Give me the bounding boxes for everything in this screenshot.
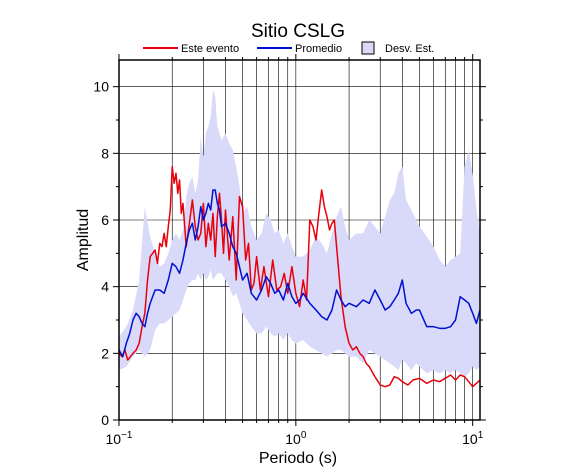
y-tick-label: 6 bbox=[101, 212, 109, 228]
legend-swatch-std bbox=[361, 41, 375, 55]
series-line-event bbox=[118, 165, 481, 388]
legend-label-mean: Promedio bbox=[295, 43, 342, 55]
legend-label-std: Desv. Est. bbox=[385, 43, 434, 55]
axis-tick-labels: 0 2 4 6 8 10 10−1 100 101 bbox=[93, 79, 483, 447]
y-axis-label: Amplitud bbox=[75, 209, 92, 271]
x-tick-label: 101 bbox=[462, 430, 484, 447]
y-tick-label: 8 bbox=[101, 145, 109, 161]
x-tick-label: 100 bbox=[285, 430, 307, 447]
y-tick-label: 4 bbox=[101, 279, 109, 295]
chart-title: Sitio CSLG bbox=[251, 21, 345, 42]
axis-ticks bbox=[113, 54, 486, 426]
series-line-mean bbox=[118, 189, 481, 358]
plot-frame bbox=[118, 59, 481, 421]
legend: Este evento Promedio Desv. Est. bbox=[143, 41, 434, 55]
x-tick-label: 10−1 bbox=[106, 430, 133, 447]
y-tick-label: 2 bbox=[101, 345, 109, 361]
y-tick-label: 0 bbox=[101, 412, 109, 428]
x-axis-label: Periodo (s) bbox=[259, 450, 337, 467]
std-band-area bbox=[119, 90, 480, 377]
y-tick-label: 10 bbox=[93, 79, 109, 95]
legend-label-event: Este evento bbox=[181, 43, 239, 55]
series-lines bbox=[118, 165, 481, 388]
